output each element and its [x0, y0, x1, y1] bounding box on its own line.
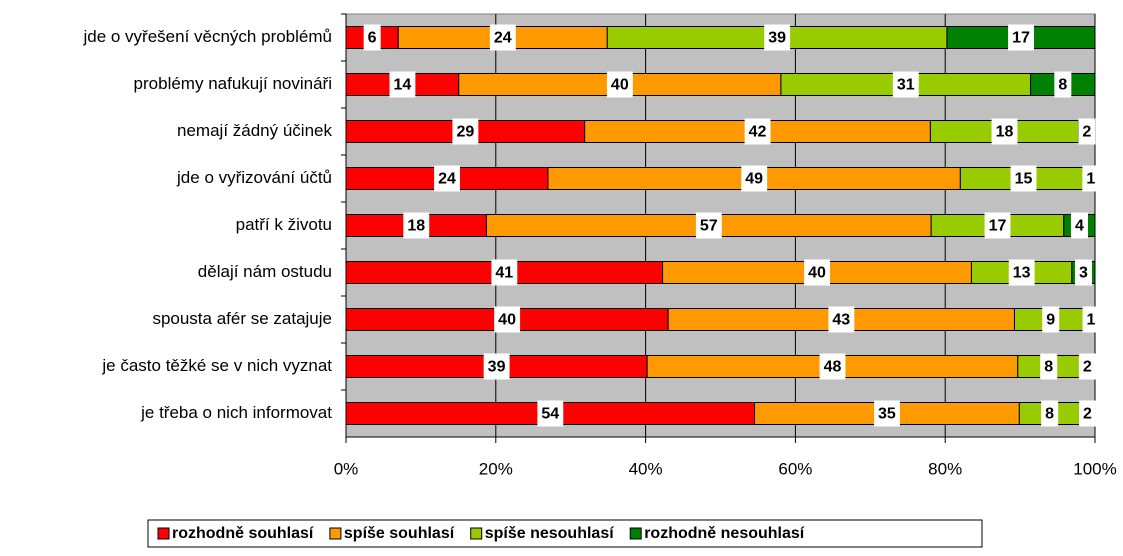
data-label-box: [483, 353, 510, 380]
y-tick-label: je často těžké se v nich vyznat: [101, 356, 332, 375]
data-label-box: [489, 24, 516, 51]
data-label: 2: [1082, 124, 1091, 141]
y-tick-label: jde o vyřešení věcných problémů: [82, 27, 332, 46]
data-label-box: [892, 71, 919, 98]
data-label: 54: [541, 406, 559, 423]
legend-label: spíše souhlasí: [344, 525, 455, 542]
data-label-box: [491, 259, 518, 286]
data-label: 40: [611, 77, 629, 94]
data-label-box: [1078, 353, 1096, 380]
data-label-box: [1082, 306, 1100, 333]
data-label: 35: [878, 406, 896, 423]
data-label: 24: [438, 171, 456, 188]
data-label-box: [1054, 71, 1072, 98]
data-label-box: [819, 353, 846, 380]
data-label: 49: [745, 171, 763, 188]
data-label-box: [1042, 306, 1060, 333]
data-label: 24: [494, 30, 512, 47]
data-label-box: [804, 259, 831, 286]
data-label: 14: [393, 77, 411, 94]
data-label: 17: [989, 218, 1007, 235]
data-label-box: [1078, 118, 1096, 145]
data-label-box: [1010, 165, 1037, 192]
y-tick-label: patří k životu: [236, 215, 332, 234]
data-label-box: [1070, 212, 1088, 239]
data-label-box: [1078, 400, 1096, 427]
data-label: 3: [1079, 265, 1088, 282]
legend-label: rozhodně nesouhlasí: [644, 525, 805, 542]
y-tick-label: nemají žádný účinek: [177, 121, 332, 140]
data-label-box: [434, 165, 460, 192]
y-tick-label: spousta afér se zatajuje: [152, 309, 332, 328]
data-label: 43: [832, 312, 850, 329]
data-label: 13: [1013, 265, 1031, 282]
data-label: 8: [1058, 77, 1067, 94]
data-label: 29: [456, 124, 474, 141]
data-label-box: [991, 118, 1018, 145]
x-tick-label: 80%: [928, 459, 962, 478]
data-label: 6: [368, 30, 377, 47]
y-tick-label: jde o vyřizování účtů: [176, 168, 332, 187]
data-label-box: [984, 212, 1011, 239]
data-label: 31: [897, 77, 915, 94]
x-tick-label: 0%: [334, 459, 359, 478]
x-tick-label: 40%: [629, 459, 663, 478]
x-tick-label: 60%: [778, 459, 812, 478]
data-label-box: [874, 400, 900, 427]
data-label-box: [1008, 259, 1035, 286]
legend-swatch: [157, 527, 170, 540]
data-label-box: [363, 24, 381, 51]
data-label-box: [828, 306, 855, 333]
data-label: 48: [824, 359, 842, 376]
data-label-box: [537, 400, 564, 427]
data-label-box: [764, 24, 791, 51]
data-label-box: [403, 212, 430, 239]
data-label-box: [1040, 353, 1058, 380]
data-label: 40: [498, 312, 516, 329]
data-label: 17: [1012, 30, 1030, 47]
data-label: 15: [1015, 171, 1033, 188]
x-tick-label: 20%: [479, 459, 513, 478]
data-label: 8: [1044, 359, 1053, 376]
data-label: 41: [495, 265, 513, 282]
data-label: 2: [1083, 359, 1092, 376]
legend-swatch: [470, 527, 483, 540]
data-label: 9: [1046, 312, 1055, 329]
data-label-box: [1008, 24, 1034, 51]
y-tick-label: problémy nafukují novináři: [134, 74, 332, 93]
data-label: 39: [768, 30, 786, 47]
y-tick-label: je třeba o nich informovat: [140, 403, 332, 422]
legend-swatch: [629, 527, 642, 540]
data-label-box: [606, 71, 633, 98]
data-label: 42: [749, 124, 767, 141]
data-label: 4: [1075, 218, 1084, 235]
data-label: 8: [1045, 406, 1054, 423]
data-label: 39: [488, 359, 506, 376]
data-label: 1: [1087, 312, 1096, 329]
data-label-box: [389, 71, 416, 98]
data-label-box: [1041, 400, 1059, 427]
legend-label: spíše nesouhlasí: [485, 525, 614, 542]
data-label-box: [494, 306, 521, 333]
legend-swatch: [329, 527, 342, 540]
data-label-box: [1074, 259, 1092, 286]
legend-label: rozhodně souhlasí: [172, 525, 314, 542]
legend: [147, 519, 983, 548]
data-label-box: [1082, 165, 1100, 192]
y-tick-label: dělají nám ostudu: [198, 262, 332, 281]
x-tick-label: 100%: [1073, 459, 1116, 478]
data-label: 40: [808, 265, 826, 282]
data-label: 2: [1083, 406, 1092, 423]
data-label: 57: [700, 218, 718, 235]
data-label-box: [741, 165, 768, 192]
data-label: 18: [407, 218, 425, 235]
data-label-box: [695, 212, 722, 239]
data-label-box: [452, 118, 479, 145]
data-label: 18: [996, 124, 1014, 141]
data-label: 1: [1086, 171, 1095, 188]
data-label-box: [744, 118, 771, 145]
